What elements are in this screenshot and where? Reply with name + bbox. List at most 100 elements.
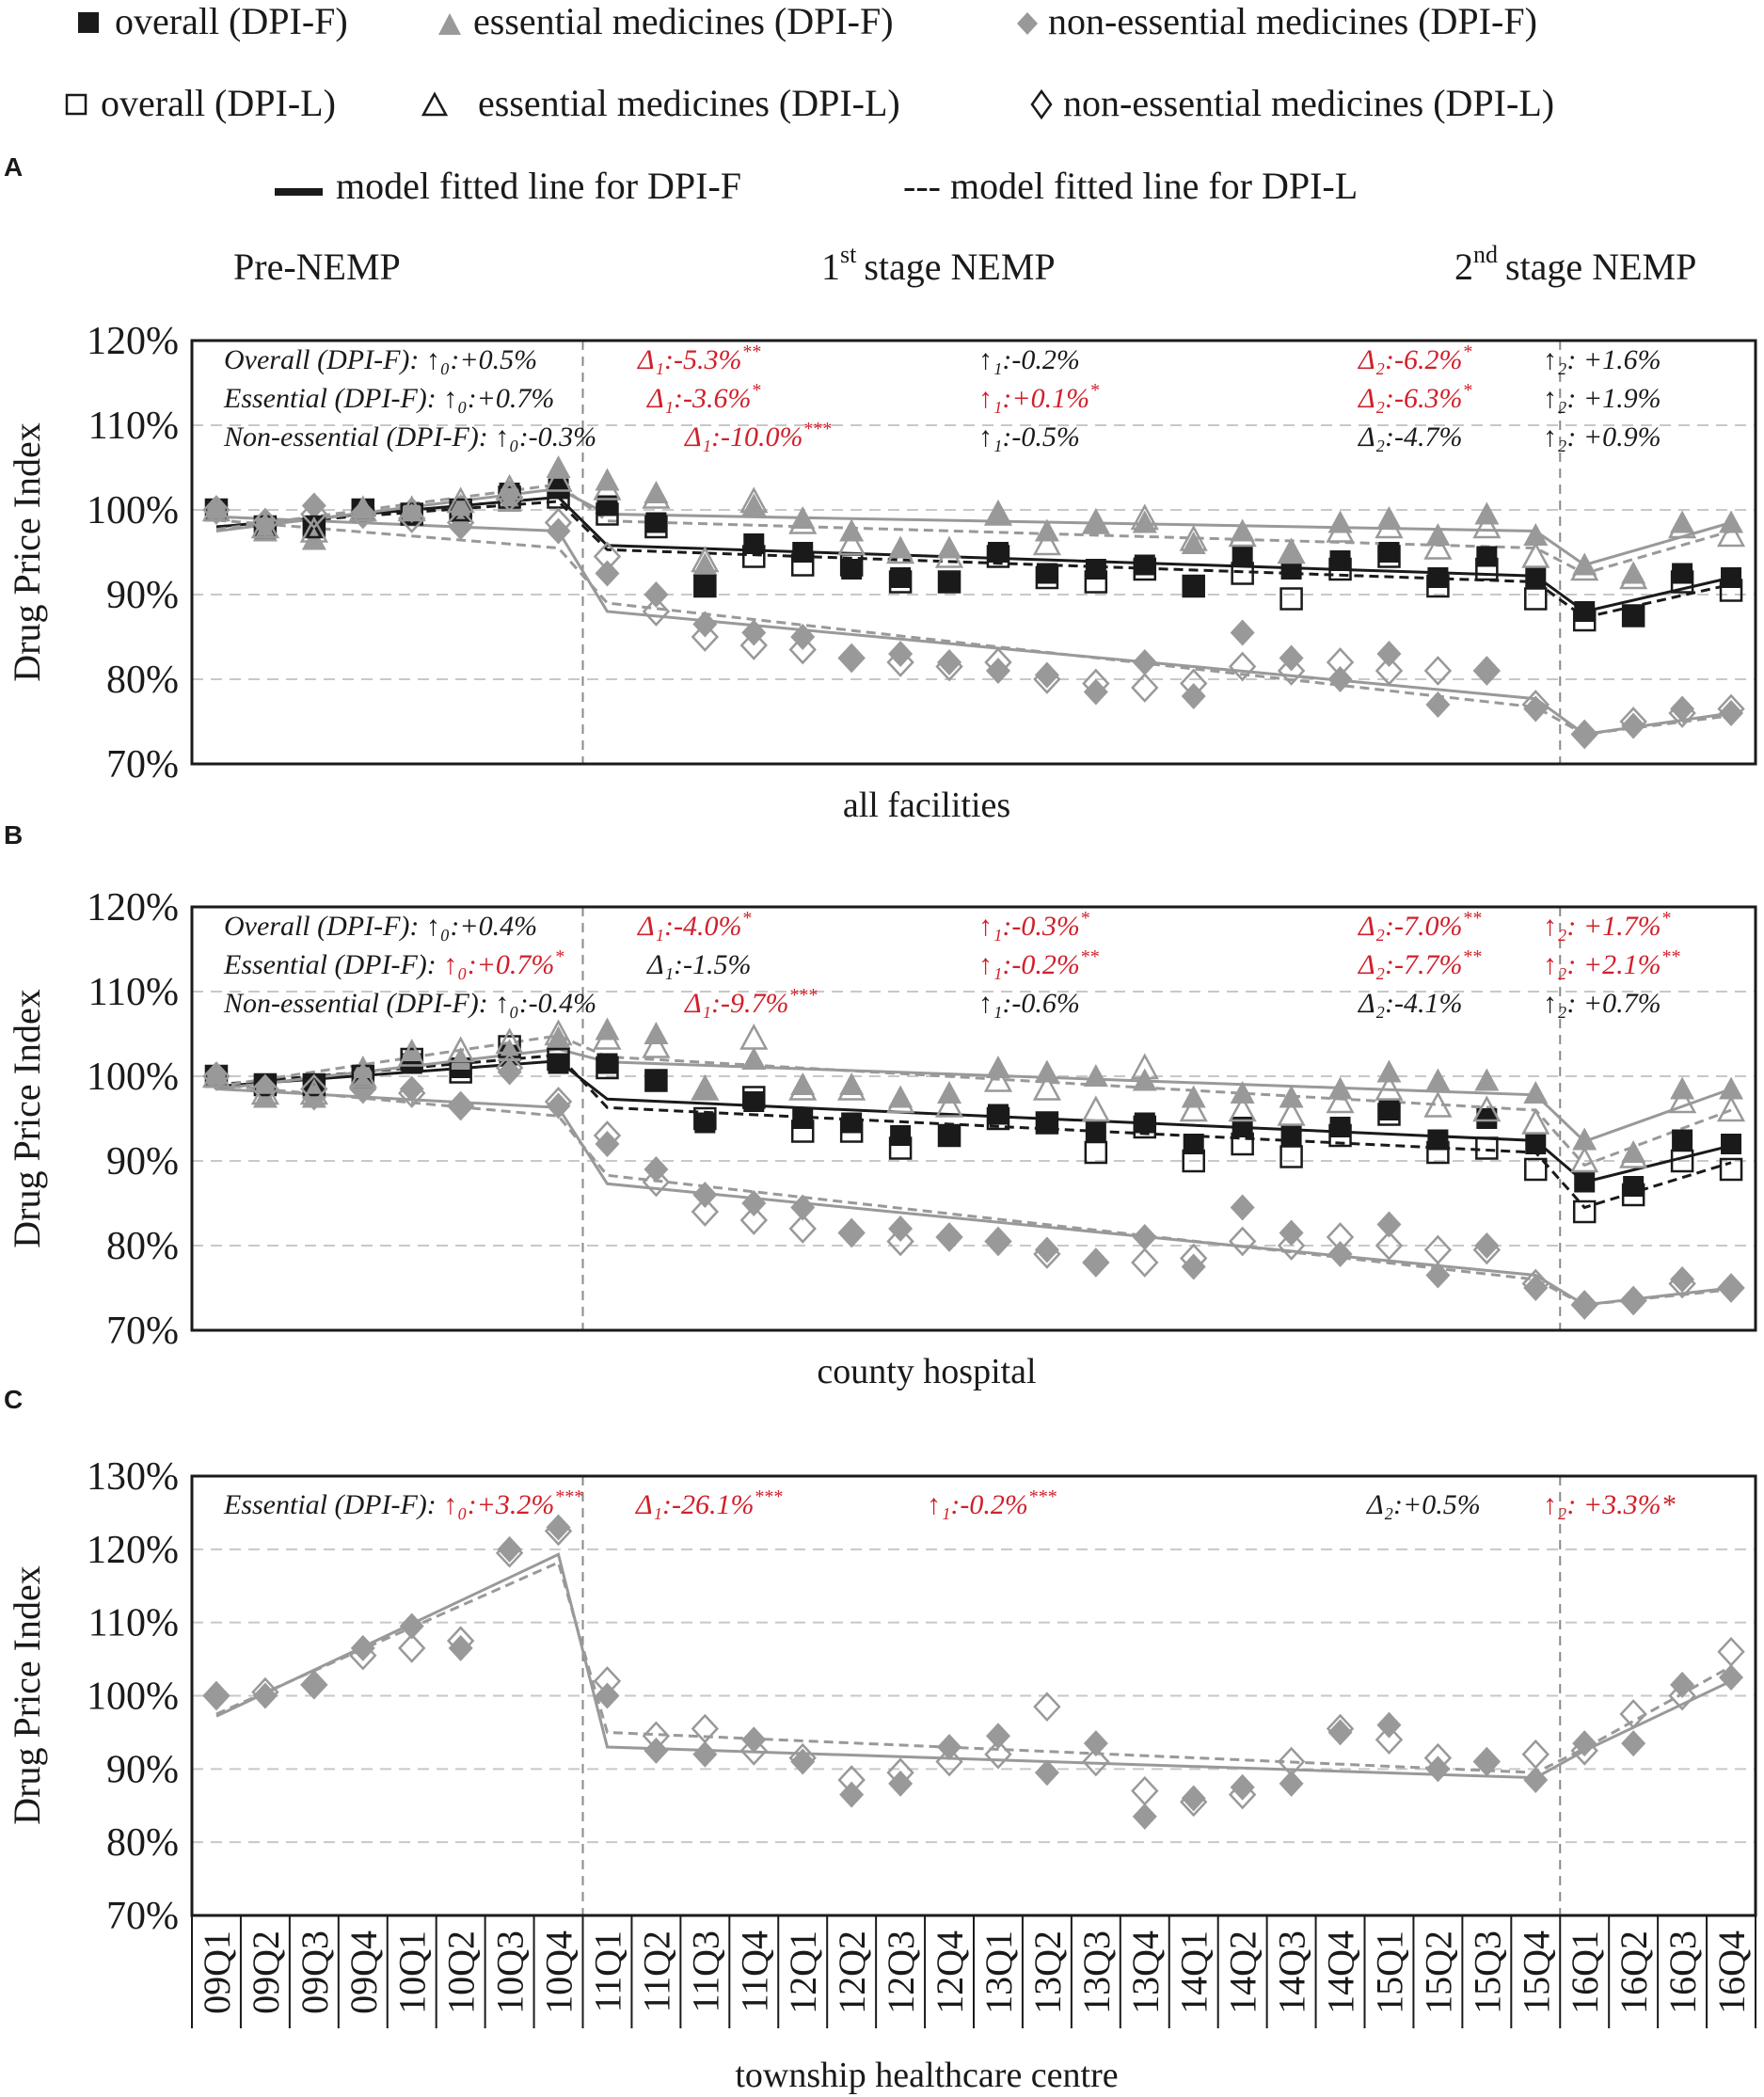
panel-c-township-healthcare-centre: 70% 80% 90% 100% 110% 120% 130% Drug Price Inde… bbox=[6, 1455, 1757, 2095]
annotation-significance: ** bbox=[1463, 908, 1482, 929]
point-essential-medicines-dpi-l bbox=[1619, 563, 1648, 590]
annotation-significance: *** bbox=[554, 1486, 582, 1507]
point-non-essential-medicines-dpi-f bbox=[1376, 1211, 1402, 1238]
point-non-essential-medicines-dpi-f bbox=[741, 1190, 767, 1216]
x-tick-label: 11Q3 bbox=[684, 1930, 726, 2012]
point-non-essential-medicines-dpi-l bbox=[300, 1073, 328, 1104]
point-overall-dpi-l bbox=[1035, 565, 1059, 590]
point-non-essential-medicines-dpi-f bbox=[1083, 678, 1108, 706]
point-essential-medicines-dpi-f bbox=[1230, 1773, 1255, 1801]
point-essential-medicines-dpi-f bbox=[595, 468, 620, 491]
point-essential-medicines-dpi-f bbox=[546, 1514, 571, 1541]
point-essential-medicines-dpi-f bbox=[448, 1047, 473, 1070]
point-essential-medicines-dpi-f bbox=[1572, 1127, 1597, 1151]
point-non-essential-medicines-dpi-l bbox=[837, 643, 866, 674]
point-overall-dpi-f bbox=[1525, 567, 1547, 588]
point-overall-dpi-f bbox=[1476, 546, 1498, 567]
annotation-trend-pre: ↑₀:-0.4% bbox=[495, 988, 596, 1019]
point-non-essential-medicines-dpi-f bbox=[1083, 1249, 1108, 1276]
annotation-value: Δ₂:-6.3% bbox=[1358, 383, 1463, 414]
point-non-essential-medicines-dpi-l bbox=[935, 1222, 963, 1252]
point-non-essential-medicines-dpi-l bbox=[984, 1226, 1012, 1257]
point-essential-medicines-dpi-l bbox=[1716, 520, 1746, 548]
point-non-essential-medicines-dpi-f bbox=[1034, 1236, 1059, 1263]
x-tick-label: 10Q1 bbox=[391, 1930, 434, 2014]
plot-frame bbox=[190, 339, 1757, 766]
point-essential-medicines-dpi-l bbox=[1179, 1095, 1208, 1122]
x-tick-label: 12Q1 bbox=[782, 1930, 824, 2014]
fitted-line-non-essential-fit-dpi-f bbox=[215, 515, 1732, 737]
stage-second-sup: nd bbox=[1473, 241, 1498, 268]
point-non-essential-medicines-dpi-f bbox=[1327, 666, 1353, 692]
stage-label-first: 1st stage NEMP bbox=[821, 241, 1056, 288]
point-essential-medicines-dpi-f bbox=[1376, 1059, 1402, 1083]
annotation-value: ↑₁:-0.2% bbox=[978, 949, 1080, 980]
point-non-essential-medicines-dpi-l bbox=[886, 1226, 914, 1257]
point-overall-dpi-l bbox=[1328, 557, 1352, 581]
point-non-essential-medicines-dpi-l bbox=[1228, 651, 1257, 682]
point-non-essential-medicines-dpi-f bbox=[1719, 700, 1744, 726]
annotation-coefficient: Δ₂:-7.0%** bbox=[1358, 908, 1482, 942]
x-tick-label: 15Q3 bbox=[1466, 1930, 1508, 2014]
point-non-essential-medicines-dpi-l bbox=[739, 630, 768, 660]
point-essential-medicines-dpi-l bbox=[983, 1065, 1013, 1092]
point-overall-dpi-l bbox=[644, 515, 668, 539]
point-essential-medicines-dpi-l bbox=[446, 1036, 475, 1063]
point-overall-dpi-l bbox=[596, 1056, 619, 1080]
annotation-value: ↑₂: +1.7% bbox=[1543, 911, 1661, 942]
x-tick-label: 11Q2 bbox=[635, 1930, 677, 2012]
point-non-essential-medicines-dpi-l bbox=[691, 622, 720, 652]
point-essential-medicines-dpi-l bbox=[593, 1023, 622, 1050]
point-essential-medicines-dpi-l bbox=[837, 1073, 866, 1101]
point-essential-medicines-dpi-l bbox=[1375, 1724, 1404, 1755]
point-overall-dpi-l bbox=[839, 1120, 864, 1143]
point-essential-medicines-dpi-f bbox=[497, 1039, 522, 1061]
y-tick-label: 70% bbox=[106, 743, 179, 786]
point-essential-medicines-dpi-l bbox=[885, 537, 915, 564]
point-essential-medicines-dpi-l bbox=[1472, 1746, 1502, 1777]
panel-title: county hospital bbox=[817, 1352, 1036, 1391]
point-essential-medicines-dpi-l bbox=[1130, 503, 1159, 531]
annotation-row-label: Non-essential (DPI-F): ↑₀:-0.4% bbox=[223, 988, 596, 1019]
point-essential-medicines-dpi-l bbox=[1032, 1073, 1062, 1101]
point-overall-dpi-l bbox=[1133, 1115, 1157, 1139]
annotation-series-name: Essential (DPI-F): bbox=[223, 1489, 443, 1520]
annotation-value: ↑₁:-0.6% bbox=[978, 988, 1080, 1019]
point-overall-dpi-l bbox=[693, 574, 717, 598]
point-overall-dpi-f bbox=[1085, 1120, 1106, 1142]
x-tick-label: 16Q3 bbox=[1661, 1930, 1704, 2014]
point-essential-medicines-dpi-l bbox=[1619, 1141, 1648, 1168]
point-essential-medicines-dpi-f bbox=[1181, 532, 1206, 554]
point-essential-medicines-dpi-l bbox=[1472, 1095, 1502, 1122]
point-non-essential-medicines-dpi-l bbox=[788, 1214, 817, 1244]
point-essential-medicines-dpi-l bbox=[642, 1031, 671, 1058]
point-essential-medicines-dpi-l bbox=[837, 1765, 866, 1795]
annotation-row-label: Essential (DPI-F): ↑₀:+0.7% bbox=[223, 383, 554, 414]
x-tick-label: 13Q1 bbox=[977, 1930, 1020, 2014]
y-tick-label: 120% bbox=[87, 886, 179, 929]
point-overall-dpi-l bbox=[498, 1035, 521, 1058]
x-tick-label: 13Q2 bbox=[1026, 1930, 1069, 2014]
point-overall-dpi-l bbox=[1670, 1149, 1694, 1173]
point-non-essential-medicines-dpi-l bbox=[251, 507, 279, 538]
fitted-line-overall-fit-dpi-f bbox=[215, 1059, 1732, 1184]
legend-label-overall-dpi-l: overall (DPI-L) bbox=[101, 82, 336, 124]
annotation-significance: *** bbox=[803, 419, 832, 439]
point-overall-dpi-f bbox=[1183, 1134, 1204, 1154]
annotation-coefficient: ↑₁:+0.1%* bbox=[978, 380, 1099, 414]
point-essential-medicines-dpi-l bbox=[1228, 1779, 1257, 1810]
point-non-essential-medicines-dpi-l bbox=[1717, 693, 1745, 724]
annotation-coefficient: Δ₁:-1.5% bbox=[646, 949, 752, 980]
point-essential-medicines-dpi-f bbox=[1327, 510, 1353, 533]
annotation-coefficient: Δ₂:-7.7%** bbox=[1358, 946, 1482, 980]
point-essential-medicines-dpi-f bbox=[985, 1723, 1010, 1750]
point-non-essential-medicines-dpi-l bbox=[886, 647, 914, 677]
legend-marker-overall-dpi-l bbox=[65, 93, 87, 116]
point-overall-dpi-l bbox=[790, 1120, 815, 1143]
point-non-essential-medicines-dpi-l bbox=[349, 1073, 377, 1104]
point-essential-medicines-dpi-l bbox=[1521, 1107, 1550, 1135]
point-non-essential-medicines-dpi-l bbox=[837, 1217, 866, 1248]
point-essential-medicines-dpi-l bbox=[1472, 512, 1502, 539]
stage-first-num: 1 bbox=[821, 246, 840, 288]
point-overall-dpi-f bbox=[548, 478, 569, 500]
